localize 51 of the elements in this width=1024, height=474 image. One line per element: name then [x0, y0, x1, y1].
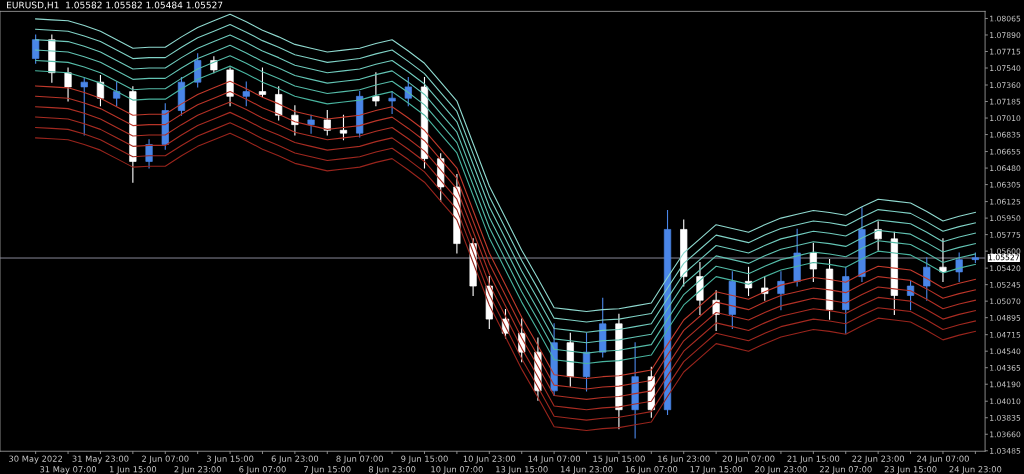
x-tick-label: 22 Jun 23:00: [852, 455, 905, 464]
x-tick-label: 31 May 07:00: [40, 466, 97, 474]
candlestick: [388, 91, 396, 114]
x-tick-label: 2 Jun 23:00: [174, 466, 221, 474]
candlestick: [291, 105, 299, 136]
candlestick: [939, 238, 947, 282]
x-tick-label: 30 May 2022: [9, 455, 62, 464]
x-tick-label: 15 Jun 15:00: [593, 455, 645, 464]
candlestick: [777, 271, 785, 311]
x-tick-label: 16 Jun 07:00: [625, 466, 678, 474]
x-tick-label: 7 Jun 15:00: [304, 466, 351, 474]
candlestick: [64, 67, 72, 102]
x-tick-label: 24 Jun 23:00: [949, 466, 1002, 474]
x-tick-label: 8 Jun 07:00: [336, 455, 383, 464]
x-tick-label: 17 Jun 15:00: [690, 466, 743, 474]
x-tick-label: 22 Jun 07:00: [819, 466, 872, 474]
x-tick-label: 23 Jun 15:00: [884, 466, 937, 474]
candlestick: [307, 114, 315, 134]
candlestick: [32, 34, 40, 64]
x-tick-label: 8 Jun 23:00: [368, 466, 416, 474]
candlestick: [113, 81, 121, 107]
x-tick-label: 6 Jun 23:00: [271, 455, 319, 464]
candlestick: [339, 114, 348, 141]
x-tick-label: 16 Jun 23:00: [658, 455, 710, 464]
candlestick: [80, 76, 88, 136]
candlestick: [372, 72, 380, 107]
candlestick: [809, 243, 817, 282]
x-tick-label: 14 Jun 07:00: [528, 455, 581, 464]
candlestick: [323, 109, 331, 136]
candlestick: [258, 67, 267, 97]
x-tick-label: 31 May 23:00: [72, 455, 129, 464]
x-tick-label: 1 Jun 15:00: [109, 466, 157, 474]
x-tick-label: 20 Jun 07:00: [722, 455, 775, 464]
x-tick-label: 21 Jun 15:00: [787, 455, 840, 464]
x-tick-label: 3 Jun 15:00: [206, 455, 254, 464]
candlestick: [955, 252, 963, 282]
x-tick-label: 2 Jun 07:00: [142, 455, 189, 464]
x-tick-label: 24 Jun 07:00: [917, 455, 969, 464]
candlestick: [275, 86, 283, 121]
candlestick: [874, 221, 882, 251]
candlestick: [242, 81, 250, 107]
candlestick: [923, 257, 931, 301]
chart-title: EURUSD,H1 1.05582 1.05582 1.05484 1.05527: [7, 1, 223, 10]
x-tick-label: 14 Jun 23:00: [560, 466, 613, 474]
x-tick-label: 6 Jun 07:00: [239, 466, 286, 474]
x-tick-label: 10 Jun 23:00: [463, 455, 516, 464]
x-tick-label: 9 Jun 15:00: [401, 455, 448, 464]
x-tick-label: 10 Jun 07:00: [431, 466, 483, 474]
candlestick: [906, 280, 915, 311]
x-tick-label: 13 Jun 15:00: [496, 466, 548, 474]
x-tick-label: 20 Jun 23:00: [755, 466, 807, 474]
